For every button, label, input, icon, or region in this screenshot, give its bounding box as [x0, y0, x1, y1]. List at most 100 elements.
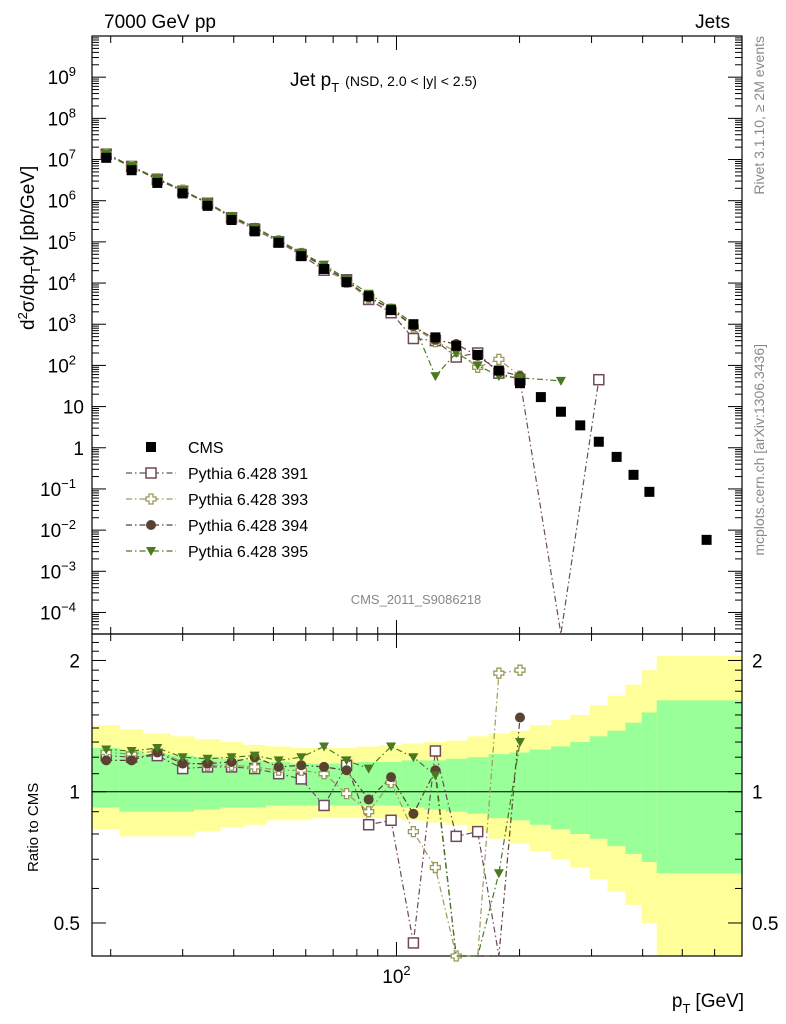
data-point: [493, 353, 505, 366]
plot-frames: [91, 35, 743, 957]
cms-data-point: [472, 349, 483, 360]
series-pythia-6.428-394: [101, 149, 526, 382]
green-band-segment: [551, 746, 571, 830]
cms-data-point: [202, 200, 213, 211]
ratio-series-pythia-6.428-395: [101, 738, 526, 957]
cms-data-point: [628, 469, 639, 480]
cms-data-point: [611, 451, 622, 462]
green-band-segment: [356, 761, 381, 806]
rivet-version-label: Rivet 3.1.10, ≥ 2M events: [751, 36, 767, 195]
data-point: [385, 814, 397, 827]
ratio-bands: [92, 655, 743, 956]
cms-data-point: [575, 420, 586, 431]
green-band-segment: [589, 736, 608, 839]
data-point: [249, 751, 260, 761]
ratio-y-tick-label-right: 1: [752, 783, 763, 804]
green-band-segment: [607, 730, 626, 847]
cms-data-point: [226, 214, 237, 225]
main-plot-title: Jet pT (NSD, 2.0 < |y| < 2.5): [290, 70, 477, 95]
axis-ticks: 10210910810710610510410310210110−110−210…: [40, 35, 778, 988]
cms-data-point: [701, 534, 712, 545]
green-band-segment: [467, 757, 490, 814]
y-tick-label: 103: [48, 311, 76, 336]
cms-data-point: [535, 392, 546, 403]
data-point: [451, 349, 462, 359]
ratio-plot-frame: [91, 633, 743, 957]
data-point: [177, 753, 188, 763]
data-point: [319, 761, 330, 772]
cms-data-point: [296, 251, 307, 262]
y-tick-label: 105: [48, 229, 76, 254]
cms-data-point: [593, 436, 604, 447]
series-pythia-6.428-391: [100, 148, 605, 635]
ratio-y-tick-label-right: 2: [752, 651, 763, 672]
cms-data-point: [451, 340, 462, 351]
data-point: [514, 664, 526, 676]
legend-entry: CMS: [146, 440, 224, 457]
data-point: [429, 861, 442, 874]
cms-data-point: [555, 406, 566, 417]
header-energy: 7000 GeV pp: [104, 12, 216, 33]
ratio-y-tick-label: 0.5: [54, 914, 80, 935]
cms-data-point: [363, 291, 374, 302]
green-band-segment: [656, 700, 673, 874]
cms-data-point: [493, 365, 504, 376]
cms-data-point: [273, 237, 284, 248]
data-point: [126, 755, 137, 766]
data-point: [407, 825, 420, 838]
cms-data-point: [386, 305, 397, 316]
legend: CMS Pythia 6.428 391 Pythia 6.428 393 Pythi…: [126, 440, 308, 561]
legend-entry: Pythia 6.428 393: [126, 492, 308, 509]
y-tick-label: 1: [73, 439, 84, 460]
data-point: [593, 373, 605, 386]
data-point: [555, 376, 566, 386]
legend-label: Pythia 6.428 393: [188, 492, 308, 509]
cms-data-point: [126, 165, 137, 176]
legend-marker: [146, 547, 156, 556]
series-line: [105, 153, 600, 635]
analysis-watermark: CMS_2011_S9086218: [351, 592, 482, 607]
cms-data-point: [408, 319, 419, 330]
green-band-segment: [529, 749, 552, 825]
series-cms: [101, 152, 712, 545]
legend-marker: [145, 467, 157, 479]
cms-data-point: [177, 188, 188, 199]
y-tick-label: 106: [48, 188, 76, 213]
legend-marker: [146, 442, 156, 452]
data-point: [319, 742, 330, 752]
legend-entry: Pythia 6.428 394: [126, 518, 308, 535]
data-point: [430, 372, 441, 382]
cms-data-point: [430, 332, 441, 343]
data-point: [177, 758, 188, 769]
data-point: [408, 753, 419, 763]
data-point: [493, 667, 505, 679]
data-point: [407, 937, 420, 949]
green-band-segment: [401, 760, 425, 808]
data-point: [363, 806, 375, 818]
green-band-segment: [641, 712, 658, 862]
legend-entry: Pythia 6.428 391: [126, 466, 308, 483]
green-band-segment: [445, 758, 468, 812]
data-point: [226, 753, 237, 763]
green-band-segment: [488, 754, 511, 819]
green-band-segment: [143, 754, 171, 812]
header-process: Jets: [695, 12, 730, 33]
data-point: [101, 745, 112, 755]
data-point: [515, 738, 526, 748]
data-point: [386, 772, 397, 783]
legend-label: CMS: [188, 440, 224, 457]
data-point: [450, 950, 462, 962]
data-point: [341, 765, 352, 776]
data-point: [273, 761, 284, 772]
legend-label: Pythia 6.428 395: [188, 544, 308, 561]
green-band-segment: [625, 722, 643, 854]
cms-data-point: [341, 277, 352, 288]
cms-data-point: [152, 177, 163, 188]
data-point: [202, 754, 213, 764]
cms-data-point: [319, 263, 330, 274]
data-point: [450, 830, 462, 843]
data-point: [429, 745, 442, 757]
data-point: [362, 818, 375, 831]
y-tick-label: 108: [48, 105, 76, 130]
